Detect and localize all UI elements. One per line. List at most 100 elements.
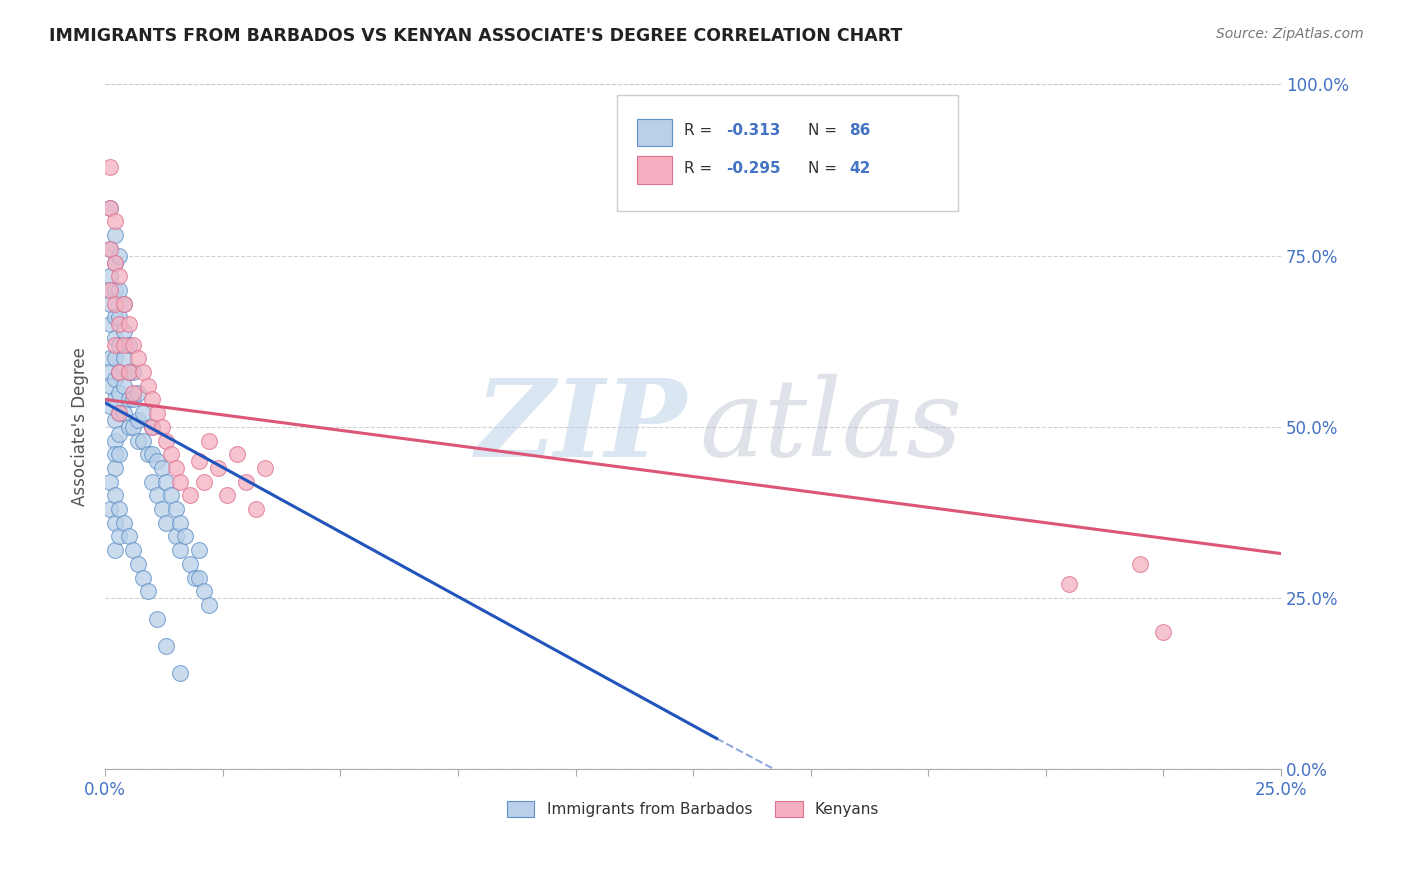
Point	[132, 365, 155, 379]
Point	[122, 420, 145, 434]
Text: -0.295: -0.295	[725, 161, 780, 177]
Point	[197, 434, 219, 448]
Point	[112, 351, 135, 366]
Point	[127, 385, 149, 400]
Point	[98, 475, 121, 489]
Point	[174, 529, 197, 543]
Point	[141, 447, 163, 461]
Text: Source: ZipAtlas.com: Source: ZipAtlas.com	[1216, 27, 1364, 41]
Point	[127, 557, 149, 571]
Point	[108, 317, 131, 331]
Point	[104, 255, 127, 269]
Point	[197, 598, 219, 612]
Point	[1129, 557, 1152, 571]
Point	[108, 529, 131, 543]
Point	[118, 365, 141, 379]
Point	[146, 454, 169, 468]
Point	[98, 201, 121, 215]
Point	[98, 378, 121, 392]
FancyBboxPatch shape	[637, 119, 672, 146]
Point	[136, 447, 159, 461]
Point	[98, 283, 121, 297]
Text: R =: R =	[683, 123, 717, 138]
Point	[122, 543, 145, 558]
Point	[104, 337, 127, 351]
Text: -0.313: -0.313	[725, 123, 780, 138]
Text: ZIP: ZIP	[475, 374, 688, 480]
Point	[169, 666, 191, 681]
Point	[98, 365, 121, 379]
Legend: Immigrants from Barbados, Kenyans: Immigrants from Barbados, Kenyans	[501, 795, 886, 823]
Point	[104, 372, 127, 386]
Point	[132, 570, 155, 584]
Point	[235, 475, 257, 489]
Point	[104, 351, 127, 366]
Point	[169, 516, 191, 530]
Point	[118, 420, 141, 434]
Point	[98, 283, 121, 297]
Point	[193, 475, 215, 489]
Point	[1152, 625, 1174, 640]
Point	[112, 337, 135, 351]
Text: IMMIGRANTS FROM BARBADOS VS KENYAN ASSOCIATE'S DEGREE CORRELATION CHART: IMMIGRANTS FROM BARBADOS VS KENYAN ASSOC…	[49, 27, 903, 45]
Point	[112, 324, 135, 338]
Point	[98, 242, 121, 256]
Point	[108, 249, 131, 263]
Point	[104, 331, 127, 345]
Text: atlas: atlas	[699, 375, 962, 480]
Point	[98, 502, 121, 516]
Point	[179, 488, 201, 502]
Point	[104, 392, 127, 407]
FancyBboxPatch shape	[617, 95, 957, 211]
Point	[155, 639, 177, 653]
Point	[150, 461, 173, 475]
Point	[112, 516, 135, 530]
Point	[122, 337, 145, 351]
Point	[108, 310, 131, 325]
Text: R =: R =	[683, 161, 717, 177]
Point	[146, 612, 169, 626]
Point	[127, 434, 149, 448]
Point	[104, 283, 127, 297]
Point	[141, 392, 163, 407]
Point	[104, 228, 127, 243]
Point	[165, 502, 187, 516]
Point	[136, 378, 159, 392]
Point	[160, 447, 183, 461]
Point	[217, 488, 239, 502]
Point	[245, 502, 267, 516]
Point	[98, 201, 121, 215]
Point	[112, 406, 135, 420]
Point	[146, 488, 169, 502]
Point	[118, 317, 141, 331]
Point	[165, 461, 187, 475]
Point	[169, 475, 191, 489]
Point	[104, 543, 127, 558]
Point	[193, 584, 215, 599]
Point	[108, 502, 131, 516]
Point	[207, 461, 229, 475]
Text: 42: 42	[849, 161, 870, 177]
Point	[98, 351, 121, 366]
Point	[108, 365, 131, 379]
Point	[104, 310, 127, 325]
Point	[118, 365, 141, 379]
Point	[112, 296, 135, 310]
Point	[98, 269, 121, 284]
Point	[1059, 577, 1081, 591]
Point	[108, 447, 131, 461]
Point	[160, 488, 183, 502]
Point	[122, 385, 145, 400]
Point	[98, 296, 121, 310]
Point	[104, 488, 127, 502]
Point	[146, 406, 169, 420]
Point	[127, 351, 149, 366]
Point	[127, 413, 149, 427]
Text: N =: N =	[808, 161, 842, 177]
Text: N =: N =	[808, 123, 842, 138]
Point	[188, 543, 211, 558]
Point	[98, 160, 121, 174]
Point	[141, 475, 163, 489]
Point	[155, 434, 177, 448]
Point	[108, 385, 131, 400]
